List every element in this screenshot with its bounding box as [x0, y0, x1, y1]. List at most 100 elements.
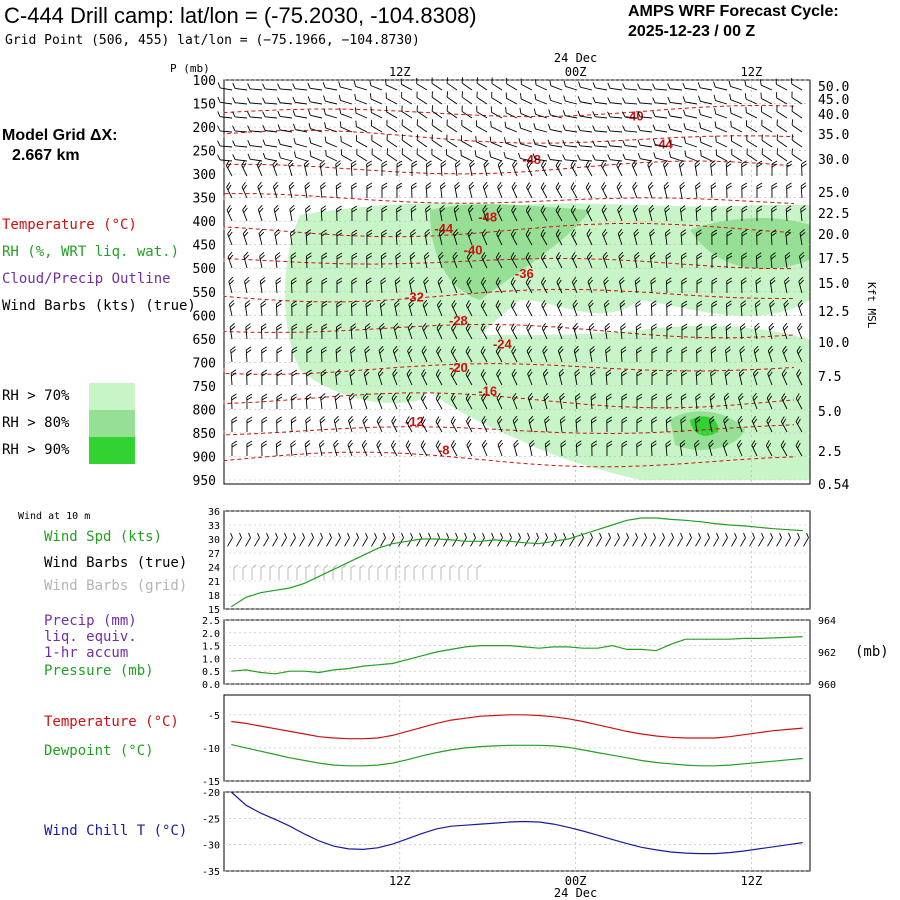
wind-barb	[737, 415, 743, 433]
wind-barb	[246, 416, 253, 432]
temperature-contour-label: -28	[449, 313, 468, 328]
surface-wind-barb	[695, 532, 701, 547]
wind-barb	[694, 160, 701, 177]
wind-barb	[771, 182, 778, 199]
wind-barb	[309, 137, 323, 148]
wind-barb	[710, 369, 716, 386]
wind-barb	[681, 277, 688, 294]
wind-barb	[231, 393, 237, 410]
wind-barb	[481, 252, 488, 269]
wind-barb	[635, 300, 642, 317]
wind-barb	[540, 277, 548, 294]
surface-wind-barb	[731, 532, 737, 547]
wind-barb	[766, 392, 773, 410]
wind-barb	[435, 369, 443, 386]
wind-chill-label: Wind Chill T (°C)	[44, 823, 188, 839]
wind-barb	[390, 440, 398, 457]
wind-barb	[555, 205, 563, 222]
wind-barb	[431, 77, 443, 91]
wind-barb	[290, 229, 296, 246]
wind-barb	[401, 134, 413, 148]
wind-barb	[512, 392, 518, 410]
wind-barb	[637, 83, 653, 91]
wind-barb	[425, 182, 432, 199]
surface-wind-barb	[767, 532, 773, 547]
wind-barb	[620, 346, 627, 363]
wind-barb	[776, 119, 788, 133]
wind-barb	[695, 393, 701, 410]
rh-70-region	[285, 203, 810, 404]
wind-barb	[592, 111, 608, 119]
model-grid-value: 2.667 km	[12, 147, 80, 164]
wind-barb	[379, 322, 385, 340]
wind-barb	[760, 92, 773, 105]
wind-barb	[696, 229, 702, 246]
wind-barb	[461, 105, 473, 119]
wind-barb	[771, 160, 778, 176]
wind-barb	[278, 152, 293, 162]
wind-barb	[246, 440, 253, 457]
wind-barb	[437, 276, 443, 294]
wind-barb	[665, 416, 672, 433]
wind-barb	[334, 393, 341, 410]
wind-barb	[480, 300, 488, 317]
wind-barb	[257, 181, 263, 199]
wind-barb	[606, 440, 613, 457]
wind-barb	[560, 440, 567, 457]
wind-barb	[290, 252, 297, 269]
wind-barb	[698, 108, 713, 119]
wind-barb	[247, 97, 263, 105]
wind-panel-tick-label: 30	[208, 535, 220, 546]
wind-barb	[291, 323, 298, 340]
wind-barb	[588, 322, 595, 340]
wind-barb	[321, 346, 327, 363]
wind-barb	[260, 323, 267, 340]
wind-barb	[362, 415, 368, 433]
wind-barb	[650, 277, 657, 294]
wind-barb	[480, 277, 488, 294]
wind-barb	[562, 124, 578, 133]
wind-barb	[682, 96, 698, 105]
wind-barb	[371, 120, 383, 133]
wind-barb	[290, 440, 297, 457]
wind-barb	[262, 97, 278, 105]
wind-barb	[619, 300, 626, 317]
rh-80-label: RH > 80%	[2, 415, 70, 431]
wind-barb	[242, 204, 248, 222]
surface-grid-wind-barb	[278, 564, 284, 580]
wind-barb	[309, 150, 323, 162]
wind-barb	[495, 277, 503, 294]
wind-barb	[293, 138, 308, 148]
wind-barb	[510, 300, 518, 317]
wind-barb	[276, 393, 283, 410]
surface-wind-barb	[245, 532, 251, 547]
wind-barb	[465, 300, 473, 317]
wind-barb	[588, 299, 594, 317]
wind-barb	[261, 393, 268, 409]
wind-barb	[366, 229, 373, 246]
wind-barb	[306, 323, 313, 339]
wind-barb	[695, 205, 702, 222]
wind-barb	[710, 346, 717, 363]
surface-wind-barb	[380, 532, 386, 547]
wind-barb	[366, 160, 372, 177]
wind-barb	[525, 252, 533, 269]
wind-barb	[780, 416, 788, 433]
wind-barb	[446, 91, 458, 105]
wind-barb	[355, 120, 368, 133]
wind-barb	[729, 94, 743, 105]
wind-barb	[232, 125, 248, 133]
wind-barb	[633, 228, 640, 246]
wind-barb	[791, 91, 803, 105]
wind-barb	[667, 110, 683, 119]
wind-barb	[466, 277, 473, 294]
wind-barb	[681, 346, 688, 363]
surface-grid-wind-barb	[287, 564, 293, 580]
wind-barb	[217, 140, 233, 148]
wind-barb	[558, 368, 565, 386]
wind-barb	[461, 91, 473, 105]
wind-barb	[354, 107, 368, 119]
wind-barb	[756, 182, 763, 198]
wind-barb	[321, 252, 328, 269]
rh-80-region	[430, 204, 590, 300]
